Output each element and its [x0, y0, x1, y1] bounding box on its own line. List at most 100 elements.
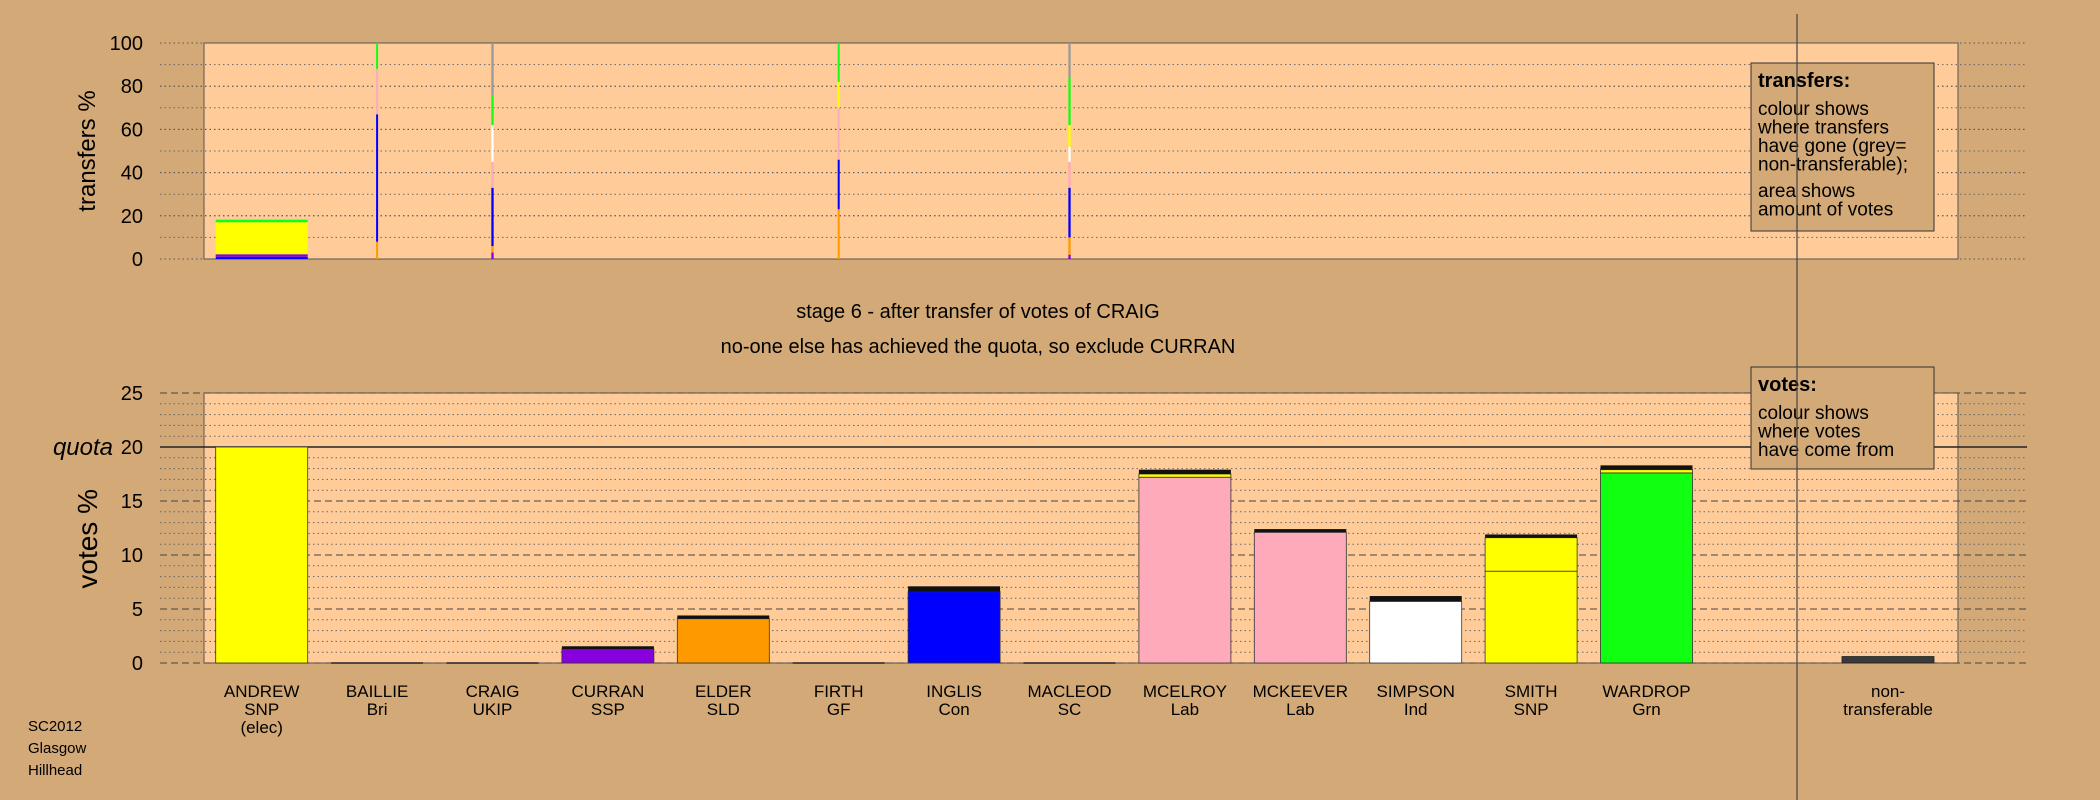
candidate-name: FIRTH — [814, 682, 864, 701]
candidate-name: INGLIS — [926, 682, 982, 701]
vote-bar-segment — [1369, 601, 1463, 664]
candidate-party: Lab — [1286, 700, 1314, 719]
transfer-segment — [837, 43, 840, 82]
transfers-legend-line: non-transferable); — [1758, 155, 1908, 176]
footer-line: Hillhead — [28, 762, 83, 779]
candidate-party: Lab — [1171, 700, 1199, 719]
candidate-party: SSP — [591, 700, 625, 719]
candidate-name: MCELROY — [1143, 682, 1227, 701]
transfer-segment — [491, 161, 494, 188]
y-tick-label: 100 — [110, 33, 143, 55]
transfer-segment — [1068, 254, 1071, 259]
transfer-segment — [837, 209, 840, 259]
candidate-name: ELDER — [695, 682, 752, 701]
transfers-legend-box — [1750, 62, 1935, 232]
vote-bar-new-transfer — [677, 615, 770, 619]
vote-bar-segment — [1138, 473, 1232, 478]
vote-bar-new-transfer — [561, 646, 654, 649]
y-tick-label: 15 — [121, 491, 143, 513]
transfer-segment — [1068, 77, 1071, 126]
votes-legend-line: where votes — [1757, 422, 1860, 443]
transfer-segment — [491, 125, 494, 162]
y-tick-label: 20 — [121, 437, 143, 459]
transfer-segment — [491, 252, 494, 259]
transfer-segment — [491, 43, 494, 95]
candidate-labels: ANDREWSNP(elec)BAILLIEBriCRAIGUKIPCURRAN… — [224, 682, 1933, 737]
transfer-segment — [215, 219, 308, 223]
candidate-party: SNP — [244, 700, 279, 719]
nontransferable-label: transferable — [1843, 700, 1933, 719]
y-tick-label: 20 — [121, 206, 143, 228]
vote-bar-new-transfer — [1138, 469, 1231, 474]
transfer-segment — [491, 246, 494, 253]
transfers-legend-line: where transfers — [1757, 118, 1889, 139]
transfer-segment — [1068, 187, 1071, 238]
candidate-party: Bri — [367, 700, 388, 719]
y-axis-label: votes % — [72, 489, 103, 589]
transfer-segment — [376, 114, 379, 242]
transfers-legend-title: transfers: — [1758, 70, 1850, 92]
vote-bar-segment — [215, 446, 309, 664]
stage-caption: stage 6 - after transfer of votes of CRA… — [796, 301, 1160, 323]
candidate-party: SLD — [707, 700, 740, 719]
transfer-segment — [1068, 161, 1071, 188]
transfer-segment — [376, 43, 379, 69]
transfer-segment — [376, 68, 379, 115]
transfer-segment — [1068, 125, 1071, 147]
transfer-segment — [837, 159, 840, 210]
y-tick-label: 10 — [121, 545, 143, 567]
footer-line: SC2012 — [28, 718, 83, 735]
y-tick-label: 80 — [121, 76, 143, 98]
candidate-party: Ind — [1404, 700, 1428, 719]
candidate-name: CURRAN — [572, 682, 645, 701]
votes-legend-title: votes: — [1758, 374, 1817, 396]
candidate-party: Grn — [1632, 700, 1660, 719]
candidate-name: SMITH — [1505, 682, 1558, 701]
y-tick-label: 25 — [121, 383, 143, 405]
vote-bar-new-transfer — [1254, 529, 1347, 533]
transfer-segment — [491, 94, 494, 126]
vote-bar-segment — [676, 618, 770, 664]
nontransferable-label: non- — [1871, 682, 1905, 701]
transfer-segment — [837, 81, 840, 108]
vote-bar-segment — [1600, 469, 1693, 474]
candidate-name: SIMPSON — [1376, 682, 1454, 701]
transfer-segment — [215, 222, 308, 255]
vote-bar-new-transfer — [1600, 465, 1693, 470]
y-tick-label: 0 — [132, 653, 143, 675]
y-axis-label: transfers % — [74, 90, 101, 211]
vote-bar-segment — [1600, 472, 1693, 664]
candidate-status: (elec) — [240, 718, 283, 737]
candidate-party: SNP — [1514, 700, 1549, 719]
candidate-name: MCKEEVER — [1253, 682, 1348, 701]
transfer-segment — [837, 107, 840, 160]
candidate-party: GF — [827, 700, 851, 719]
transfers-legend-line: amount of votes — [1758, 200, 1893, 221]
y-tick-label: 5 — [132, 599, 143, 621]
votes-legend-line: colour shows — [1758, 403, 1869, 424]
transfers-legend-line: colour shows — [1758, 99, 1869, 120]
candidate-party: Con — [939, 700, 970, 719]
candidate-party: SC — [1058, 700, 1082, 719]
footer-source: SC2012 Glasgow Hillhead — [28, 716, 86, 782]
candidate-name: CRAIG — [466, 682, 520, 701]
transfer-segment — [1068, 237, 1071, 255]
candidate-party: UKIP — [473, 700, 513, 719]
transfer-segment — [215, 254, 308, 257]
transfers-panel: 0 20 40 60 80 100 transfers % transfers: colour … — [74, 33, 2027, 271]
transfer-segment — [215, 256, 308, 259]
candidate-name: BAILLIE — [346, 682, 408, 701]
votes-legend-box — [1750, 366, 1935, 470]
transfer-segment — [1068, 43, 1071, 78]
transfer-segment — [376, 241, 379, 259]
vote-bar-segment — [1484, 537, 1578, 572]
candidate-name: WARDROP — [1602, 682, 1690, 701]
vote-bar-new-transfer — [1369, 596, 1462, 602]
vote-bar-segment — [1484, 570, 1578, 664]
votes-legend-line: have come from — [1758, 440, 1894, 461]
candidate-name: ANDREW — [224, 682, 300, 701]
vote-bar-segment — [907, 591, 1001, 664]
candidate-name: MACLEOD — [1027, 682, 1111, 701]
y-tick-label: 0 — [132, 249, 143, 271]
